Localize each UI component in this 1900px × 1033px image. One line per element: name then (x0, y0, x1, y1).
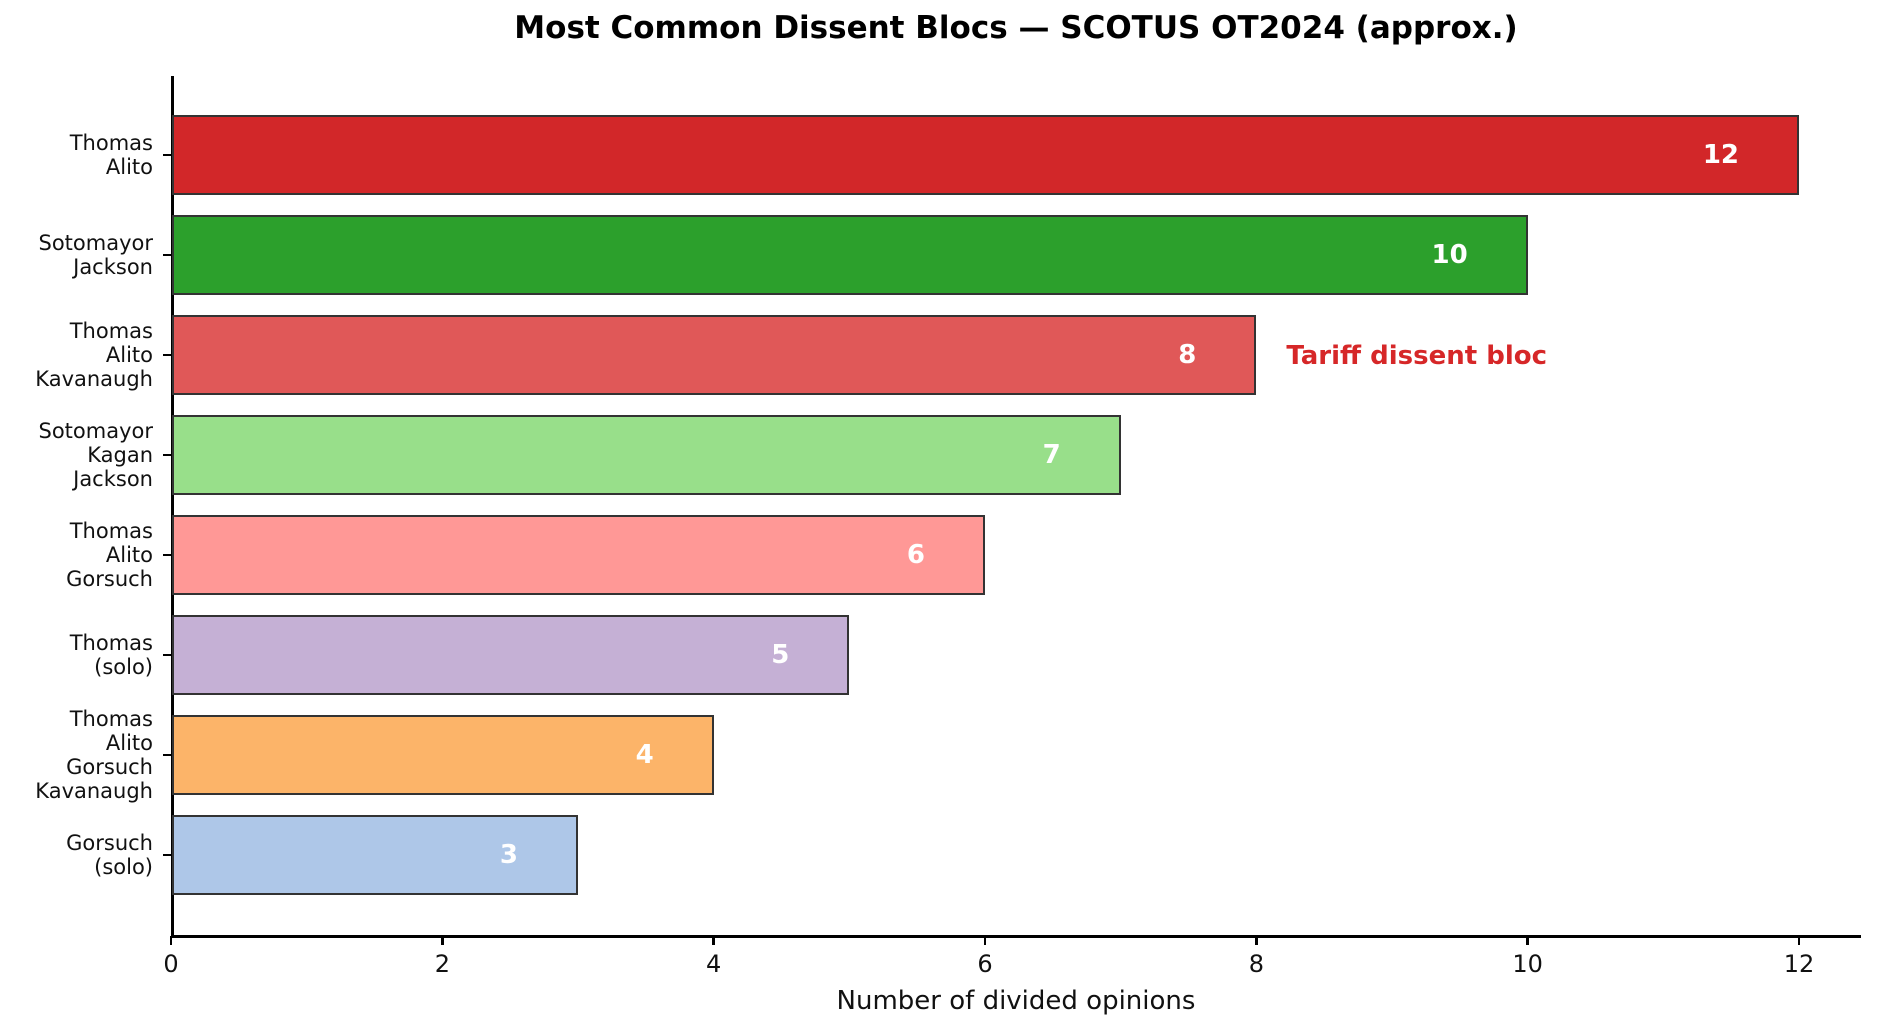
y-tick-label: Sotomayor Kagan Jackson (38, 419, 154, 491)
bar-value-label: 8 (1178, 340, 1197, 370)
x-tick-mark (712, 936, 715, 945)
x-tick-label: 0 (163, 950, 179, 978)
y-tick-mark (163, 553, 172, 557)
y-tick-label: Thomas (solo) (69, 631, 153, 679)
bar-value-label: 5 (771, 640, 790, 670)
y-tick-mark (163, 753, 172, 757)
x-tick-mark (1797, 936, 1801, 945)
x-tick-label: 8 (1248, 950, 1264, 978)
x-tick-label: 2 (434, 950, 450, 978)
chart-title: Most Common Dissent Blocs — SCOTUS OT202… (514, 10, 1518, 46)
bar: 4 (172, 715, 714, 795)
x-tick-label: 6 (977, 950, 993, 978)
annotation-tariff-dissent-bloc: Tariff dissent bloc (1286, 341, 1548, 371)
y-tick-label: Thomas Alito Gorsuch (66, 519, 153, 591)
y-tick-label: Thomas Alito (69, 131, 153, 179)
y-tick-mark (163, 153, 172, 157)
y-tick-mark (163, 653, 172, 657)
bar: 10 (172, 215, 1528, 295)
bar: 7 (172, 415, 1121, 495)
x-tick-mark (1526, 936, 1529, 945)
bar-value-label: 4 (635, 740, 654, 770)
bar-value-label: 12 (1702, 140, 1740, 170)
y-tick-mark (163, 853, 172, 857)
x-axis-label: Number of divided opinions (836, 986, 1196, 1016)
bar: 12 (172, 115, 1800, 195)
x-tick-mark (1255, 936, 1258, 945)
y-tick-label: Gorsuch (solo) (66, 831, 153, 879)
bar: 6 (172, 515, 986, 595)
bar-value-label: 6 (906, 540, 926, 570)
y-tick-label: Sotomayor Jackson (38, 231, 154, 279)
y-tick-mark (163, 353, 172, 357)
bar: 3 (172, 815, 578, 895)
bar-value-label: 10 (1431, 240, 1468, 270)
y-tick-label: Thomas Alito Kavanaugh (35, 319, 153, 391)
bar-value-label: 7 (1042, 440, 1061, 470)
x-axis-spine (171, 935, 1861, 938)
x-tick-label: 10 (1512, 950, 1543, 978)
x-tick-label: 4 (706, 950, 722, 978)
bar: 8 (172, 315, 1257, 395)
x-tick-label: 12 (1783, 950, 1815, 978)
x-tick-mark (169, 936, 173, 945)
bar-value-label: 3 (499, 840, 518, 870)
y-tick-label: Thomas Alito Gorsuch Kavanaugh (35, 707, 153, 803)
x-tick-mark (983, 936, 987, 945)
y-tick-mark (163, 453, 172, 457)
bar: 5 (172, 615, 850, 695)
x-tick-mark (441, 936, 444, 945)
y-tick-mark (163, 253, 172, 257)
y-axis-spine (171, 76, 174, 937)
